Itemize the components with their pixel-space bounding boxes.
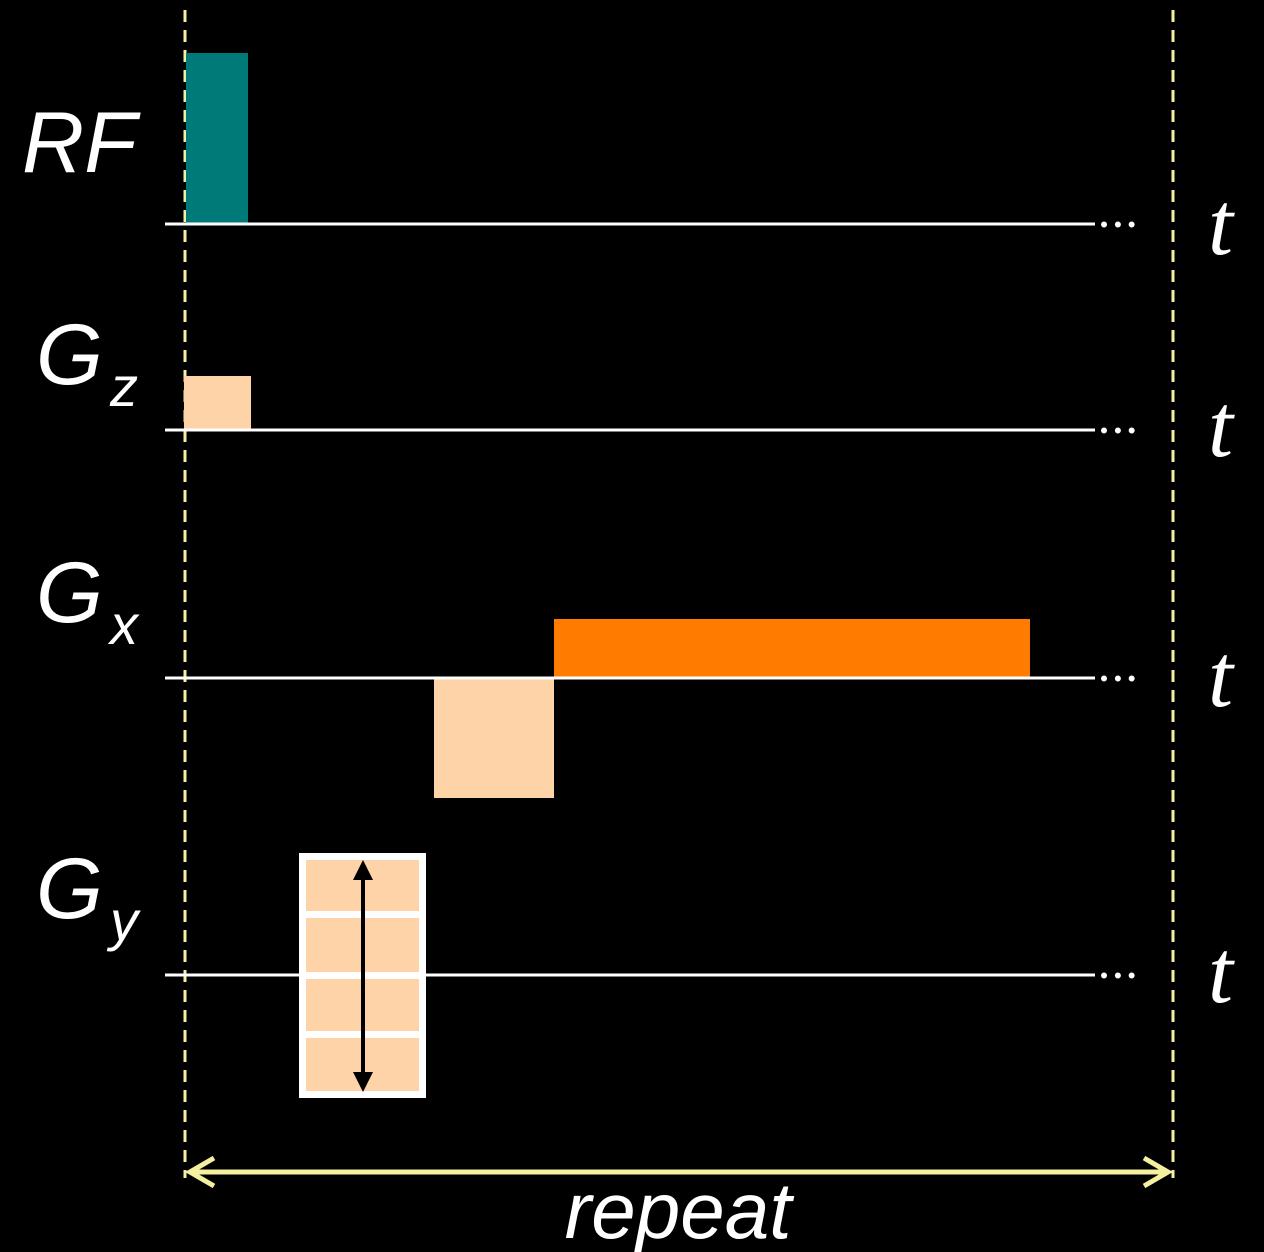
rf-pulse <box>186 53 248 224</box>
gz-subscript: z <box>109 355 138 418</box>
rf-label: RF <box>22 95 141 191</box>
rf-time-label: t <box>1208 175 1235 274</box>
gy-axis-ellipsis: • • • <box>1100 963 1135 988</box>
gy-label: G <box>36 841 103 937</box>
gx-subscript: x <box>107 593 140 656</box>
gz-time-label: t <box>1208 377 1235 476</box>
gx-axis-ellipsis: • • • <box>1100 666 1135 691</box>
repeat-label: repeat <box>565 1166 795 1252</box>
readout-prephase-lobe <box>434 678 554 798</box>
rf-axis-ellipsis: • • • <box>1100 212 1135 237</box>
phase-encode-arrow <box>353 860 373 1092</box>
gx-label: G <box>36 545 103 641</box>
gz-axis-ellipsis: • • • <box>1100 418 1135 443</box>
gy-time-label: t <box>1208 923 1235 1022</box>
repeat-arrow <box>185 1155 1173 1189</box>
gy-subscript: y <box>106 889 141 952</box>
slice-select-gradient <box>184 376 251 430</box>
readout-gradient <box>554 619 1030 679</box>
gx-time-label: t <box>1208 627 1235 726</box>
gz-label: G <box>36 307 103 403</box>
